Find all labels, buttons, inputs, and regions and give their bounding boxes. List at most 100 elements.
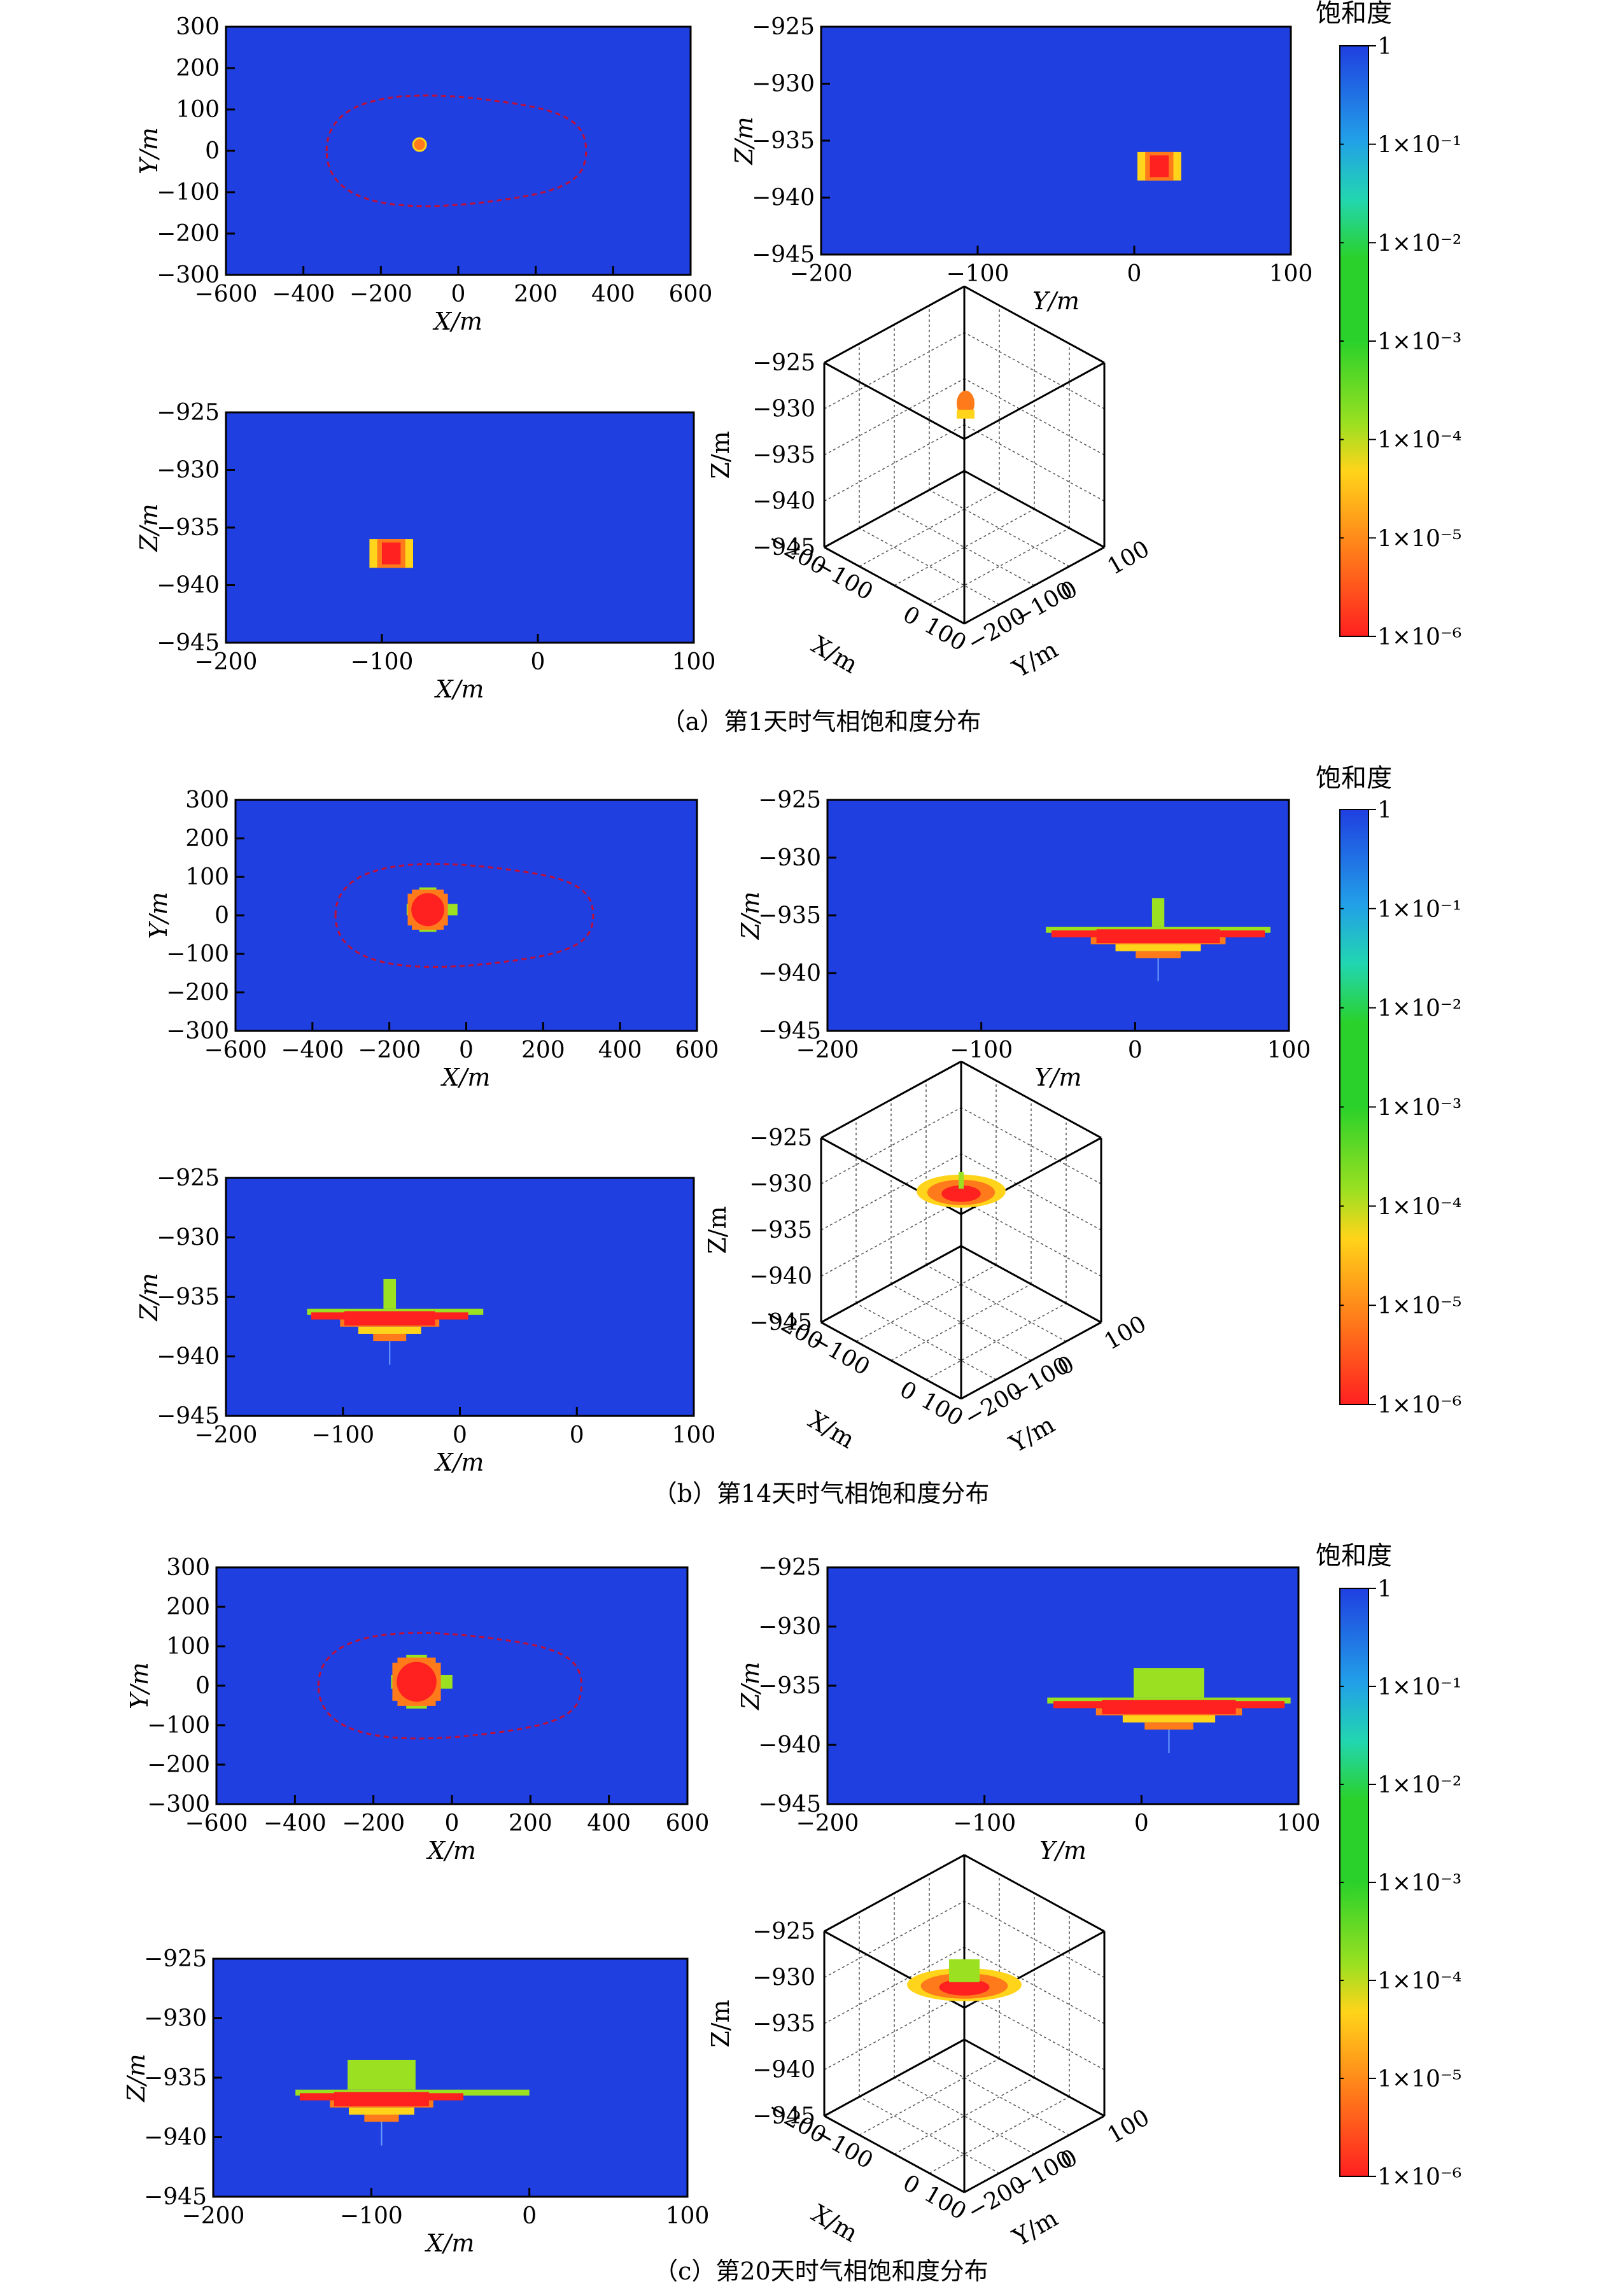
iso-3d-edge	[964, 2115, 1105, 2194]
section-xz-ylabel: Z/m	[135, 1273, 163, 1321]
iso-3d-grid	[964, 378, 1105, 456]
plan-xy-ytick-label: −300	[157, 262, 220, 288]
plan-xy-ytick-label: −100	[147, 1712, 210, 1739]
plan-xy-xtick-label: 400	[591, 281, 635, 307]
plan-xy-xlabel: X/m	[440, 1063, 491, 1091]
colorbar-label: 1×10⁻⁴	[1377, 1194, 1461, 1220]
section-yz-ytick-label: −930	[758, 845, 821, 871]
iso-3d-ztick: −945	[749, 1310, 812, 1336]
iso-3d-grid	[859, 2096, 1000, 2174]
section-xz-xtick-label: −100	[351, 649, 414, 675]
gas-zone	[411, 893, 445, 927]
colorbar-label: 1×10⁻³	[1377, 329, 1461, 355]
plan-xy-xtick-label: −200	[349, 281, 412, 307]
plan-xy-xtick-label: 400	[598, 1037, 642, 1063]
section-xz-ytick-label: −935	[157, 515, 220, 541]
panel-caption: （c）第20天时气相饱和度分布	[654, 2257, 988, 2285]
section-yz-ytick-label: −945	[752, 242, 815, 268]
section-xz-plume	[383, 1278, 397, 1309]
plan-xy-ytick-label: −200	[157, 221, 220, 247]
plan-xy-xtick-label: −400	[264, 1810, 327, 1837]
iso-3d-grid	[925, 1264, 1067, 1342]
iso-3d-grid	[894, 2077, 1035, 2155]
gas-cloud-3d-base	[957, 409, 974, 419]
colorbar-label: 1×10⁻⁵	[1377, 526, 1461, 552]
iso-3d-ztick: −940	[752, 489, 815, 515]
section-xz-ytick-label: −930	[157, 1225, 220, 1251]
iso-3d-xtick: −100	[810, 2120, 877, 2174]
section-xz-ytick-label: −940	[144, 2125, 207, 2151]
iso-3d-grid	[894, 2077, 1035, 2155]
plan-xy-xtick-label: −400	[281, 1037, 344, 1063]
iso-3d-ylabel: Y/m	[1008, 635, 1063, 683]
section-xz-field	[213, 1959, 687, 2197]
colorbar-label: 1×10⁻¹	[1377, 897, 1461, 923]
boundary-outline	[325, 94, 587, 207]
plan-xy-ytick-label: 0	[195, 1673, 210, 1699]
iso-3d-grid	[824, 1900, 965, 1978]
iso-3d-grid	[894, 508, 1035, 586]
section-yz-field	[827, 800, 1289, 1031]
section-yz-xlabel: Y/m	[1035, 1063, 1082, 1091]
section-yz-xtick-label: 100	[1267, 1037, 1311, 1063]
iso-3d-ztick: −935	[752, 442, 815, 468]
iso-3d-xlabel: X/m	[804, 1406, 860, 1454]
iso-3d-zlabel: Z/m	[707, 1999, 735, 2047]
section-yz-xlabel: Y/m	[1032, 287, 1080, 315]
section-yz-xtick-label: −100	[953, 1810, 1016, 1837]
section-xz-ytick-label: −945	[157, 630, 220, 656]
iso-3d-edge	[960, 1060, 1102, 1139]
plan-xy-ytick-label: −300	[147, 1791, 210, 1817]
section-xz-xtick-label: −200	[182, 2203, 245, 2229]
plan-xy-ytick-label: −100	[166, 941, 229, 967]
section-xz-xlabel: X/m	[434, 675, 484, 703]
iso-3d-edge	[824, 2115, 965, 2194]
section-yz-ytick-label: −940	[752, 185, 815, 211]
colorbar-label: 1×10⁻²	[1377, 1772, 1461, 1798]
iso-3d-zlabel: Z/m	[707, 431, 735, 479]
section-yz-xtick-label: 0	[1134, 1810, 1149, 1837]
iso-3d-grid	[960, 1153, 1102, 1231]
iso-3d-xtick: −100	[810, 552, 877, 606]
plan-xy-xtick-label: 0	[459, 1037, 474, 1063]
colorbar-label: 1×10⁻³	[1377, 1095, 1461, 1121]
section-yz-ytick-label: −935	[758, 903, 821, 929]
panel-b: −600 −400 −200 0 200 400 6003002001000−100−200…	[135, 764, 1461, 1508]
colorbar-label: 1×10⁻⁶	[1377, 2164, 1461, 2190]
iso-3d-ytick: 100	[1103, 2104, 1154, 2149]
colorbar-label: 1×10⁻⁶	[1377, 624, 1461, 650]
colorbar-title: 饱和度	[1316, 764, 1392, 793]
iso-3d-xtick: 0	[898, 2170, 924, 2200]
plan-xy-xtick-label: 400	[587, 1810, 631, 1837]
plan-xy-xtick-label: 200	[521, 1037, 565, 1063]
iso-3d-ytick: 100	[1103, 536, 1154, 580]
iso-3d-grid	[855, 1303, 997, 1380]
iso-3d-edge	[964, 546, 1105, 625]
iso-3d-edge	[960, 1321, 1102, 1400]
iso-3d-grid	[859, 2058, 1000, 2136]
colorbar-label: 1	[1377, 797, 1392, 823]
iso-3d-edge	[964, 285, 1105, 364]
iso-3d-edge	[820, 1060, 962, 1139]
iso-3d-ztick: −925	[752, 350, 815, 376]
gas-zone-core	[1150, 155, 1169, 178]
section-xz-cone-2	[358, 1326, 421, 1334]
section-xz-ytick-label: −940	[157, 1344, 220, 1370]
plan-xy-ylabel: Y/m	[144, 892, 172, 939]
plan-xy-xtick-label: 600	[666, 1810, 710, 1837]
section-xz-ytick-label: −925	[157, 400, 220, 426]
plan-xy-field	[236, 800, 697, 1031]
plan-xy-ytick-label: −200	[147, 1752, 210, 1778]
iso-3d-grid	[824, 1992, 965, 2071]
section-xz-xtick-label: −100	[311, 1422, 374, 1448]
iso-3d-grid	[820, 1107, 962, 1185]
iso-3d-ztick: −930	[749, 1172, 812, 1198]
iso-3d-edge	[964, 2038, 1105, 2117]
colorbar-label: 1×10⁻⁴	[1377, 1968, 1461, 1994]
gas-zone	[397, 1662, 437, 1702]
colorbar-label: 1×10⁻³	[1377, 1870, 1461, 1896]
section-yz-xtick-label: −200	[790, 261, 853, 287]
section-yz-ytick-label: −945	[758, 1018, 821, 1044]
iso-3d-edge	[824, 1854, 965, 1933]
colorbar-title: 饱和度	[1316, 1541, 1392, 1571]
